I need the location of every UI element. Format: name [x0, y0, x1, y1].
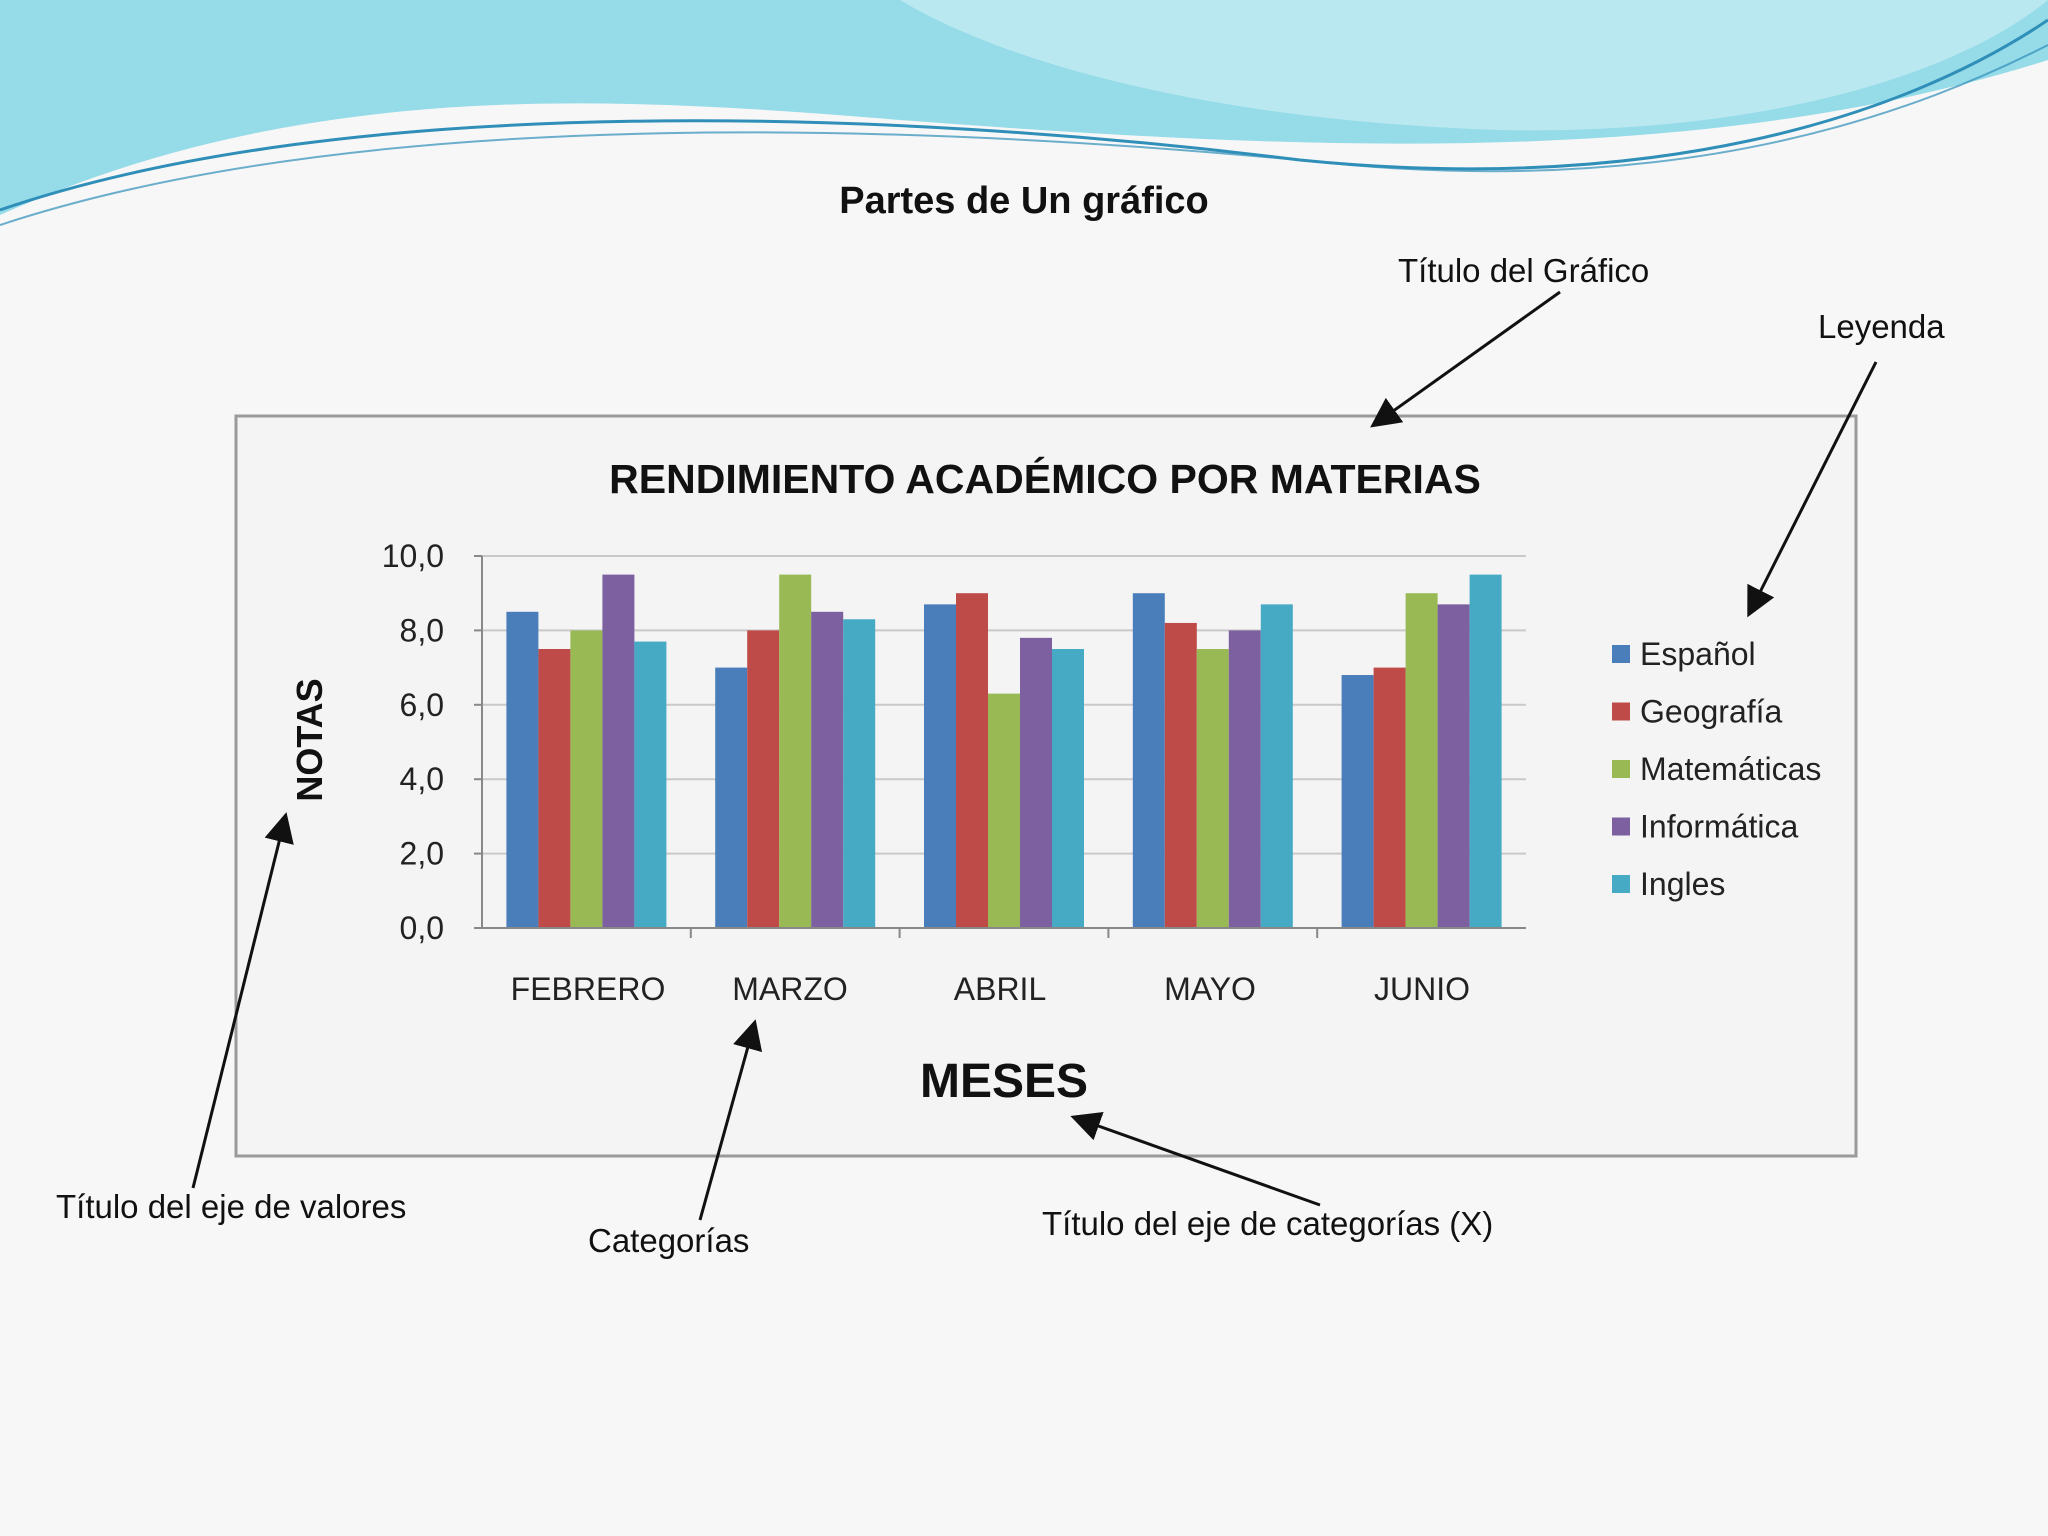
callout-category-axis-title: Título del eje de categorías (X) — [1042, 1205, 1494, 1242]
bar — [1196, 649, 1229, 928]
callout-categories: Categorías — [588, 1222, 750, 1259]
bar — [1405, 593, 1438, 928]
callout-value-axis-title: Título del eje de valores — [56, 1188, 407, 1225]
x-axis-title: MESES — [920, 1055, 1088, 1108]
x-category-label: JUNIO — [1374, 971, 1470, 1007]
slide-title: Partes de Un gráfico — [839, 180, 1209, 222]
bar — [506, 611, 539, 928]
chart-title: RENDIMIENTO ACADÉMICO POR MATERIAS — [609, 456, 1481, 502]
legend-label: Geografía — [1640, 694, 1783, 730]
bar — [634, 641, 667, 928]
legend-swatch — [1612, 702, 1630, 721]
bar — [843, 619, 876, 928]
legend-swatch — [1612, 875, 1630, 893]
bar-group — [506, 574, 1502, 928]
y-tick-label: 10,0 — [382, 538, 444, 574]
legend: Español Geografía Matemáticas Informática In… — [1612, 636, 1821, 902]
bar — [1260, 604, 1293, 928]
bar — [715, 667, 748, 928]
callout-legend: Leyenda — [1818, 308, 1945, 345]
bar — [1437, 604, 1470, 928]
wave-line — [0, 18, 2048, 212]
legend-swatch — [1612, 817, 1630, 836]
bar — [1469, 574, 1502, 928]
bar — [1132, 593, 1165, 928]
x-category-label: FEBRERO — [511, 971, 666, 1007]
legend-label: Ingles — [1640, 866, 1725, 902]
bar — [602, 574, 635, 928]
bar — [570, 630, 603, 928]
bar — [779, 574, 812, 928]
bar — [1020, 637, 1052, 928]
legend-swatch — [1612, 645, 1630, 663]
legend-swatch — [1612, 760, 1630, 778]
bar — [747, 630, 780, 928]
y-tick-label: 0,0 — [400, 910, 444, 946]
bar — [1228, 630, 1261, 928]
bar — [1341, 675, 1374, 928]
wave-line-2 — [0, 44, 2048, 226]
bar — [988, 693, 1020, 928]
header-wave — [0, 0, 2048, 226]
bar — [538, 649, 571, 928]
y-axis-title: NOTAS — [289, 678, 330, 801]
legend-label: Español — [1640, 636, 1756, 672]
y-tick-label: 4,0 — [400, 761, 444, 797]
wave-front — [0, 0, 2048, 131]
legend-label: Matemáticas — [1640, 751, 1821, 787]
axes: 0,0 2,0 4,0 6,0 8,0 10,0 FEBRERO MARZO ABRIL MAYO… — [382, 538, 1526, 1007]
y-tick-label: 8,0 — [400, 612, 444, 648]
x-category-label: ABRIL — [954, 971, 1046, 1007]
bar — [924, 604, 956, 928]
y-tick-label: 2,0 — [400, 836, 444, 872]
bar — [956, 593, 988, 928]
bar — [1373, 667, 1406, 928]
bar — [1164, 622, 1197, 928]
bar — [1052, 649, 1084, 928]
x-category-label: MARZO — [732, 971, 848, 1007]
x-category-label: MAYO — [1164, 971, 1256, 1007]
bar — [811, 611, 844, 928]
legend-label: Informática — [1640, 809, 1798, 845]
callout-chart-title: Título del Gráfico — [1398, 252, 1650, 289]
y-tick-label: 6,0 — [400, 687, 444, 723]
